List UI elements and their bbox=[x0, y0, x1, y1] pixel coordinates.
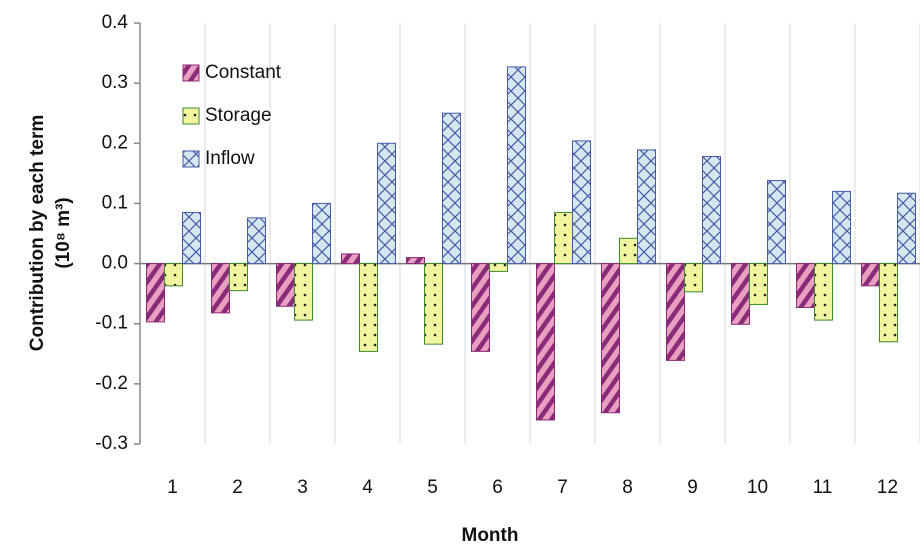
bar bbox=[341, 253, 360, 265]
bar bbox=[897, 192, 916, 265]
bar bbox=[312, 202, 331, 265]
bar bbox=[359, 263, 378, 352]
bar bbox=[377, 142, 396, 265]
y-axis-title: (10⁸ m³) bbox=[53, 197, 74, 268]
bar bbox=[471, 263, 490, 352]
x-tick-label: 1 bbox=[167, 477, 178, 498]
x-tick-label: 8 bbox=[622, 477, 633, 498]
bar bbox=[619, 237, 638, 265]
bar bbox=[637, 149, 656, 265]
bar bbox=[702, 156, 721, 265]
bar bbox=[879, 263, 898, 343]
y-tick-label: -0.2 bbox=[95, 373, 128, 394]
x-tick-label: 4 bbox=[362, 477, 373, 498]
legend-label: Inflow bbox=[205, 148, 255, 169]
x-tick-label: 12 bbox=[877, 477, 898, 498]
bar bbox=[767, 180, 786, 265]
bar bbox=[554, 211, 573, 265]
bar bbox=[406, 257, 425, 265]
bar bbox=[229, 263, 248, 292]
legend-label: Storage bbox=[205, 105, 272, 126]
x-tick-label: 11 bbox=[813, 477, 833, 498]
bar bbox=[247, 217, 266, 265]
bar bbox=[684, 263, 703, 293]
bar bbox=[164, 263, 183, 287]
y-tick-label: 0.4 bbox=[102, 12, 129, 33]
y-tick-label: -0.1 bbox=[95, 313, 128, 334]
bar bbox=[832, 190, 851, 265]
x-tick-label: 5 bbox=[427, 477, 438, 498]
bar bbox=[749, 263, 768, 305]
legend-swatch bbox=[182, 64, 200, 82]
bar bbox=[572, 140, 591, 265]
x-tick-label: 3 bbox=[297, 477, 308, 498]
x-tick-label: 2 bbox=[232, 477, 243, 498]
bar bbox=[276, 263, 295, 307]
bar bbox=[731, 263, 750, 325]
bar bbox=[146, 263, 165, 323]
bar bbox=[601, 263, 620, 414]
y-tick-label: -0.3 bbox=[95, 433, 128, 454]
bar bbox=[814, 263, 833, 321]
bar bbox=[507, 66, 526, 265]
bar bbox=[536, 263, 555, 421]
bar bbox=[442, 112, 461, 265]
y-tick-label: 0.0 bbox=[102, 253, 128, 274]
x-tick-label: 9 bbox=[687, 477, 698, 498]
bar bbox=[424, 263, 443, 345]
legend-swatch bbox=[182, 107, 200, 125]
bar bbox=[666, 263, 685, 361]
x-tick-label: 10 bbox=[747, 477, 768, 498]
bar bbox=[861, 263, 880, 287]
x-tick-label: 6 bbox=[492, 477, 503, 498]
bar bbox=[182, 211, 201, 265]
bar bbox=[294, 263, 313, 321]
bar bbox=[489, 263, 508, 272]
x-tick-label: 7 bbox=[557, 477, 568, 498]
bar bbox=[796, 263, 815, 308]
y-tick-label: 0.2 bbox=[102, 132, 128, 153]
bar bbox=[211, 263, 230, 314]
legend-label: Constant bbox=[205, 62, 282, 83]
y-tick-label: 0.1 bbox=[102, 192, 128, 213]
legend-swatch bbox=[182, 150, 200, 168]
y-axis-title: Contribution by each term bbox=[27, 115, 48, 351]
y-tick-label: 0.3 bbox=[102, 72, 128, 93]
x-axis-title: Month bbox=[462, 525, 519, 546]
